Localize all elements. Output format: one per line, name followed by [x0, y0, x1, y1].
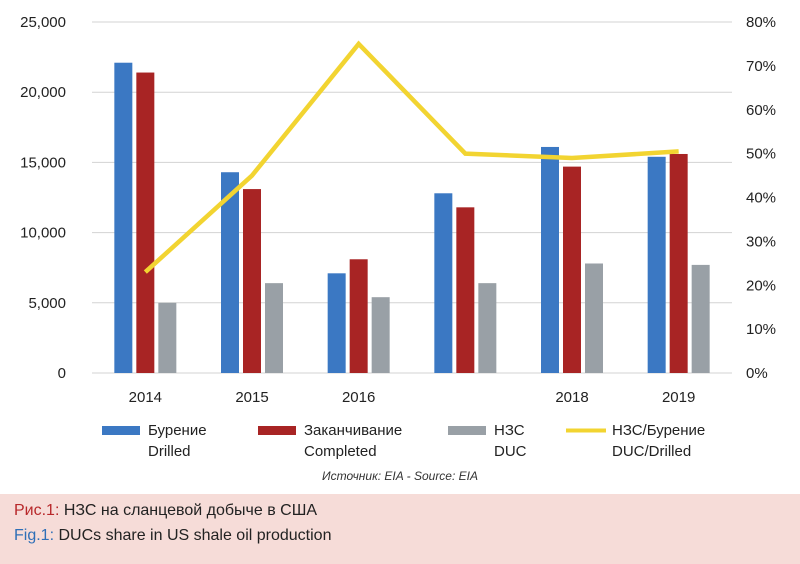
y-left-tick-label: 20,000 [20, 84, 66, 101]
legend-label: Бурение [148, 422, 207, 439]
x-tick-label: 2016 [342, 389, 375, 406]
bar [349, 259, 368, 373]
caption-en-text: DUCs share in US shale oil production [54, 527, 332, 544]
y-right-tick-label: 20% [746, 277, 776, 294]
bar [585, 263, 603, 373]
y-left-tick-label: 25,000 [20, 14, 66, 31]
legend-sublabel: Completed [304, 443, 377, 460]
bar [243, 189, 261, 373]
legend-swatch [102, 426, 140, 435]
legend-label: Заканчивание [304, 422, 402, 439]
legend-sublabel: DUC [494, 443, 527, 460]
bar [647, 156, 666, 373]
bar [221, 172, 239, 373]
series-line-duc-drilled [143, 40, 679, 274]
bar [478, 283, 497, 373]
caption-ru: Рис.1: НЗС на сланцевой добыче в США [14, 502, 317, 520]
y-right-tick-label: 10% [746, 321, 776, 338]
legend-sublabel: Drilled [148, 443, 191, 460]
x-tick-label: 2014 [129, 389, 162, 406]
y-right-tick-label: 50% [746, 146, 776, 163]
y-right-tick-label: 60% [746, 102, 776, 119]
x-tick-label: 2019 [662, 389, 695, 406]
y-left-tick-label: 10,000 [20, 225, 66, 242]
figure-caption: Рис.1: НЗС на сланцевой добыче в США Fig… [0, 494, 800, 564]
y-right-tick-label: 70% [746, 58, 776, 75]
bar [327, 273, 346, 373]
legend-swatch [258, 426, 296, 435]
caption-ru-label: Рис.1: [14, 502, 60, 519]
y-left-tick-label: 0 [58, 365, 66, 382]
bar [541, 146, 559, 373]
y-right-tick-label: 30% [746, 233, 776, 250]
chart-svg: 0 5,000 10,000 15,000 20,000 25,000 0% 10% 20% 30… [20, 14, 776, 483]
bar [114, 62, 133, 373]
bar [371, 297, 390, 373]
legend-label: НЗС [494, 422, 525, 439]
bar [158, 302, 177, 373]
bar [136, 72, 155, 373]
y-left-tick-label: 5,000 [28, 295, 66, 312]
bar [563, 166, 581, 373]
y-right-tick-label: 80% [746, 14, 776, 31]
caption-ru-text: НЗС на сланцевой добыче в США [59, 502, 318, 519]
legend-sublabel: DUC/Drilled [612, 443, 691, 460]
y-right-tick-label: 40% [746, 190, 776, 207]
source-note: Источник: EIA - Source: EIA [322, 469, 478, 483]
bar [669, 153, 688, 373]
y-left-tick-label: 15,000 [20, 154, 66, 171]
chart-area: 0 5,000 10,000 15,000 20,000 25,000 0% 10% 20% 30… [20, 14, 776, 483]
y-right-tick-label: 0% [746, 365, 768, 382]
x-tick-label: 2018 [555, 389, 588, 406]
bar [456, 207, 475, 373]
bar [434, 193, 453, 373]
bar [265, 283, 283, 373]
caption-en-label: Fig.1: [14, 527, 55, 544]
bar [691, 264, 710, 373]
x-tick-label: 2015 [235, 389, 268, 406]
caption-en: Fig.1: DUCs share in US shale oil produc… [14, 527, 331, 545]
legend-swatch [448, 426, 486, 435]
legend-label: НЗС/Бурение [612, 422, 705, 439]
